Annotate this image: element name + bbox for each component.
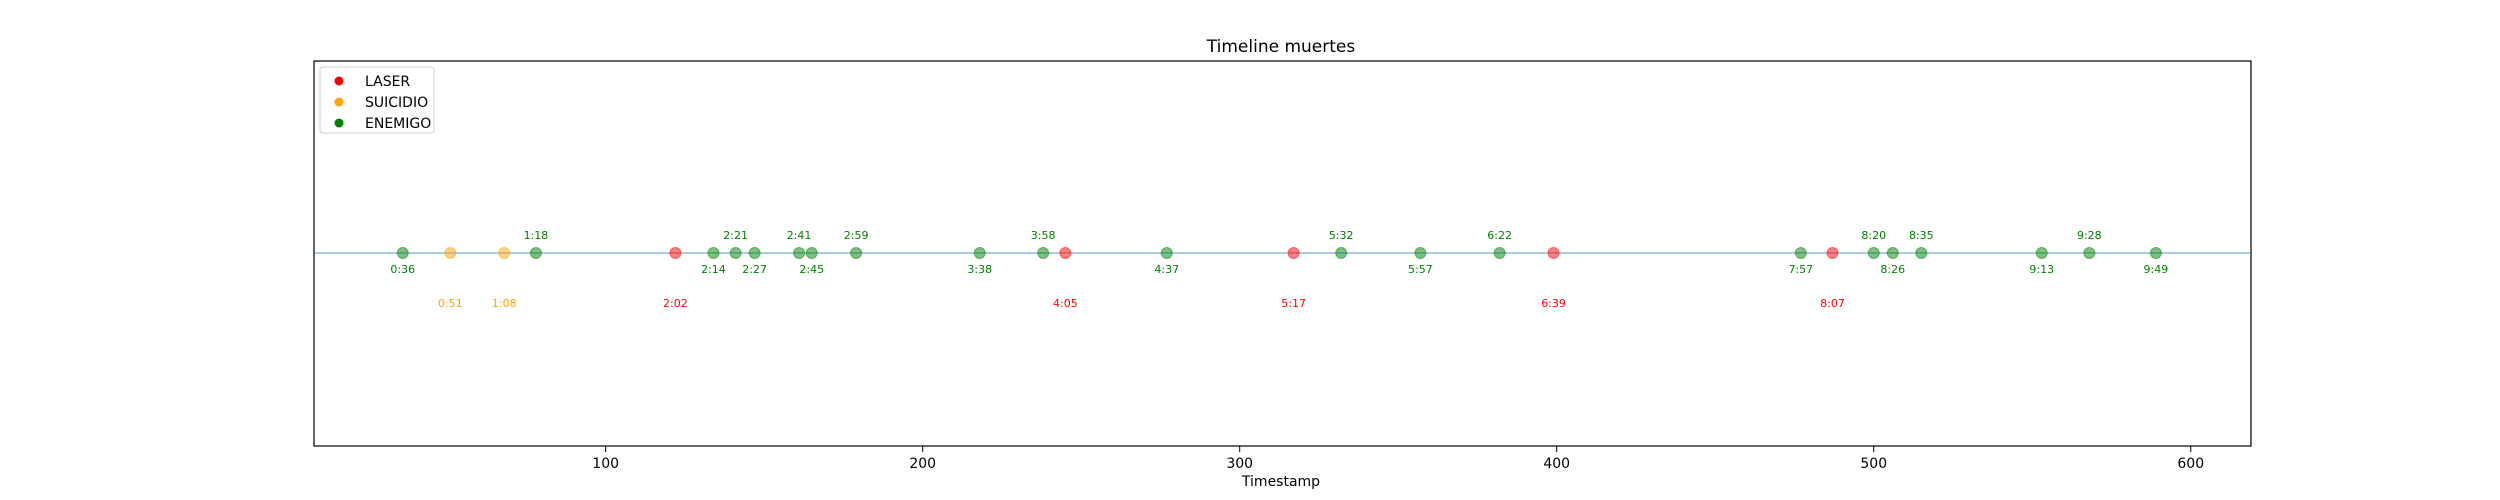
x-tick-label: 100	[592, 456, 619, 472]
data-label: 2:45	[799, 263, 824, 276]
data-label: 5:57	[1408, 263, 1433, 276]
data-label: 1:08	[492, 297, 517, 310]
data-point	[1886, 247, 1899, 259]
data-label: 9:28	[2077, 229, 2102, 242]
data-point	[1493, 247, 1506, 259]
data-point	[669, 247, 682, 259]
x-tick-label: 500	[1860, 456, 1887, 472]
data-label: 2:59	[844, 229, 869, 242]
data-label: 4:37	[1154, 263, 1179, 276]
data-label: 8:20	[1861, 229, 1886, 242]
data-label: 9:13	[2029, 263, 2054, 276]
data-label: 2:27	[742, 263, 767, 276]
data-label: 8:07	[1820, 297, 1845, 310]
data-point	[529, 247, 542, 259]
legend-label: SUICIDIO	[365, 95, 428, 111]
data-label: 5:32	[1329, 229, 1354, 242]
data-label: 1:18	[524, 229, 549, 242]
data-point	[805, 247, 818, 259]
data-point	[1414, 247, 1427, 259]
data-point	[498, 247, 511, 259]
data-label: 2:02	[663, 297, 688, 310]
data-point	[1037, 247, 1050, 259]
data-label: 2:41	[787, 229, 812, 242]
data-label: 0:51	[438, 297, 463, 310]
data-point	[444, 247, 457, 259]
data-point	[707, 247, 720, 259]
data-label: 5:17	[1281, 297, 1306, 310]
plot-area: 100 200 300 400 500 600 2:02 4:05 5:17 6:39 8:07 0:…	[313, 60, 2252, 472]
x-tick-label: 600	[2177, 456, 2204, 472]
data-label: 0:36	[390, 263, 415, 276]
data-point	[1547, 247, 1560, 259]
data-label: 6:39	[1541, 297, 1566, 310]
data-point	[2083, 247, 2096, 259]
data-label: 7:57	[1788, 263, 1813, 276]
data-label: 8:26	[1880, 263, 1905, 276]
data-point	[1867, 247, 1880, 259]
data-point	[1794, 247, 1807, 259]
legend-marker	[334, 76, 344, 86]
data-label: 6:22	[1487, 229, 1512, 242]
data-label: 2:21	[723, 229, 748, 242]
legend-label: ENEMIGO	[365, 116, 431, 132]
data-label: 4:05	[1053, 297, 1078, 310]
x-tick-label: 200	[909, 456, 936, 472]
x-axis-label: Timestamp	[1241, 474, 1320, 490]
data-label: 2:14	[701, 263, 726, 276]
legend-label: LASER	[365, 74, 410, 90]
data-point	[2035, 247, 2048, 259]
data-point	[793, 247, 806, 259]
data-label: 3:58	[1031, 229, 1056, 242]
data-point	[1335, 247, 1348, 259]
data-label: 3:38	[967, 263, 992, 276]
legend-marker	[334, 118, 344, 128]
data-point	[1059, 247, 1072, 259]
chart-title: Timeline muertes	[1206, 37, 1356, 57]
data-point	[729, 247, 742, 259]
data-point	[2149, 247, 2162, 259]
x-tick-label: 300	[1226, 456, 1253, 472]
data-point	[850, 247, 863, 259]
data-label: 8:35	[1909, 229, 1934, 242]
legend-box	[319, 66, 435, 134]
data-point	[1826, 247, 1839, 259]
data-point	[396, 247, 409, 259]
legend-marker	[334, 97, 344, 107]
data-point	[973, 247, 986, 259]
data-point	[1915, 247, 1928, 259]
x-tick-label: 400	[1543, 456, 1570, 472]
data-point	[1160, 247, 1173, 259]
data-point	[1287, 247, 1300, 259]
data-point	[748, 247, 761, 259]
data-label: 9:49	[2144, 263, 2169, 276]
